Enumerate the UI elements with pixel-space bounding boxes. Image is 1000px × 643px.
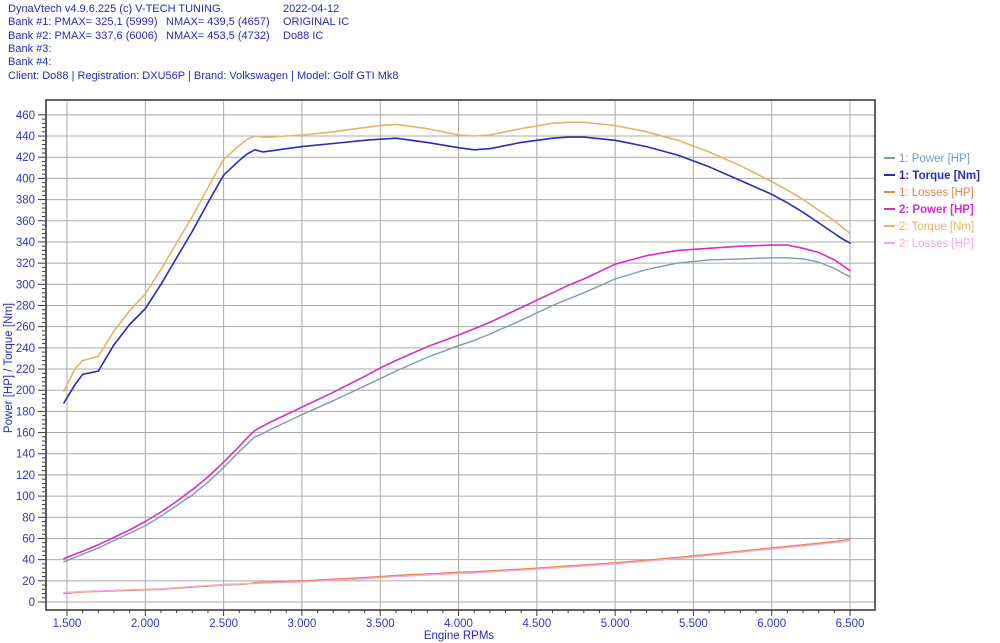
x-tick-label: 5.000 <box>601 618 630 630</box>
y-tick-label: 460 <box>16 110 35 122</box>
x-tick-label: 6.000 <box>757 618 786 630</box>
legend-item: 1: Power [HP] <box>884 153 970 165</box>
y-tick-label: 300 <box>16 279 35 291</box>
series-line-2 <box>63 136 851 404</box>
y-tick-label: 80 <box>22 512 35 524</box>
y-tick-label: 320 <box>16 258 35 270</box>
x-tick-label: 4.000 <box>444 618 473 630</box>
legend-label: 2: Power [HP] <box>899 204 974 216</box>
y-tick-label: 240 <box>16 343 35 355</box>
x-tick-label: 3.000 <box>288 618 317 630</box>
chart-legend: 1: Power [HP] 1: Torque [Nm] 1: Losses [HP… <box>884 153 980 250</box>
bank4-label: Bank #4: <box>8 56 52 68</box>
y-tick-label: 200 <box>16 385 35 397</box>
series-line-5 <box>63 121 851 393</box>
y-tick-label: 260 <box>16 322 35 334</box>
y-tick-label: 0 <box>29 597 35 609</box>
x-axis-title: Engine RPMs <box>424 630 495 642</box>
y-tick-label: 100 <box>16 491 35 503</box>
y-tick-label: 380 <box>16 195 35 207</box>
bank1-nmax: NMAX= 439,5 (4657) <box>166 16 270 28</box>
plot-area <box>46 100 875 610</box>
bank2-pmax: Bank #2: PMAX= 337,6 (6006) <box>8 30 158 42</box>
y-tick-label: 280 <box>16 300 35 312</box>
y-tick-label: 140 <box>16 449 35 461</box>
y-tick-label: 440 <box>16 131 35 143</box>
y-tick-label: 420 <box>16 152 35 164</box>
legend-label: 2: Losses [HP] <box>899 238 974 250</box>
legend-label: 1: Torque [Nm] <box>899 170 980 182</box>
bank2-note: Do88 IC <box>283 30 324 42</box>
y-tick-label: 360 <box>16 216 35 228</box>
x-tick-label: 2.000 <box>131 618 160 630</box>
legend-label: 1: Power [HP] <box>899 153 970 165</box>
plot-frame <box>45 99 876 611</box>
x-tick-label: 3.500 <box>366 618 395 630</box>
legend-label: 1: Losses [HP] <box>899 187 974 199</box>
series-line-4 <box>63 244 851 560</box>
bank1-note: ORIGINAL IC <box>283 16 350 28</box>
legend-item: 2: Power [HP] <box>884 204 974 216</box>
y-tick-label: 400 <box>16 173 35 185</box>
series-line-6 <box>63 539 851 594</box>
y-tick-label: 120 <box>16 470 35 482</box>
y-tick-label: 180 <box>16 406 35 418</box>
bank1-pmax: Bank #1: PMAX= 325,1 (5999) <box>8 16 158 28</box>
y-tick-label: 40 <box>22 555 35 567</box>
report-date: 2022-04-12 <box>283 3 340 15</box>
x-tick-label: 4.500 <box>522 618 551 630</box>
bank3-label: Bank #3: <box>8 43 52 55</box>
y-tick-label: 160 <box>16 428 35 440</box>
client-info-line: Client: Do88 | Registration: DXU56P | Br… <box>8 70 399 82</box>
legend-item: 2: Torque [Nm] <box>884 221 974 233</box>
legend-item: 1: Losses [HP] <box>884 187 974 199</box>
x-tick-label: 6.500 <box>836 618 865 630</box>
y-tick-label: 20 <box>22 576 35 588</box>
x-tick-label: 1.500 <box>53 618 82 630</box>
bank2-nmax: NMAX= 453,5 (4732) <box>166 30 270 42</box>
series-line-1 <box>63 257 851 563</box>
y-tick-label: 340 <box>16 237 35 249</box>
y-tick-label: 220 <box>16 364 35 376</box>
legend-item: 1: Torque [Nm] <box>884 170 980 182</box>
y-axis-title: Power [HP] / Torque [Nm] <box>3 303 15 433</box>
x-tick-label: 5.500 <box>679 618 708 630</box>
y-tick-label: 60 <box>22 533 35 545</box>
legend-item: 2: Losses [HP] <box>884 238 974 250</box>
x-tick-label: 2.500 <box>209 618 238 630</box>
app-title: DynaVtech v4.9.6.225 (c) V-TECH TUNING. <box>8 3 224 15</box>
legend-label: 2: Torque [Nm] <box>899 221 974 233</box>
